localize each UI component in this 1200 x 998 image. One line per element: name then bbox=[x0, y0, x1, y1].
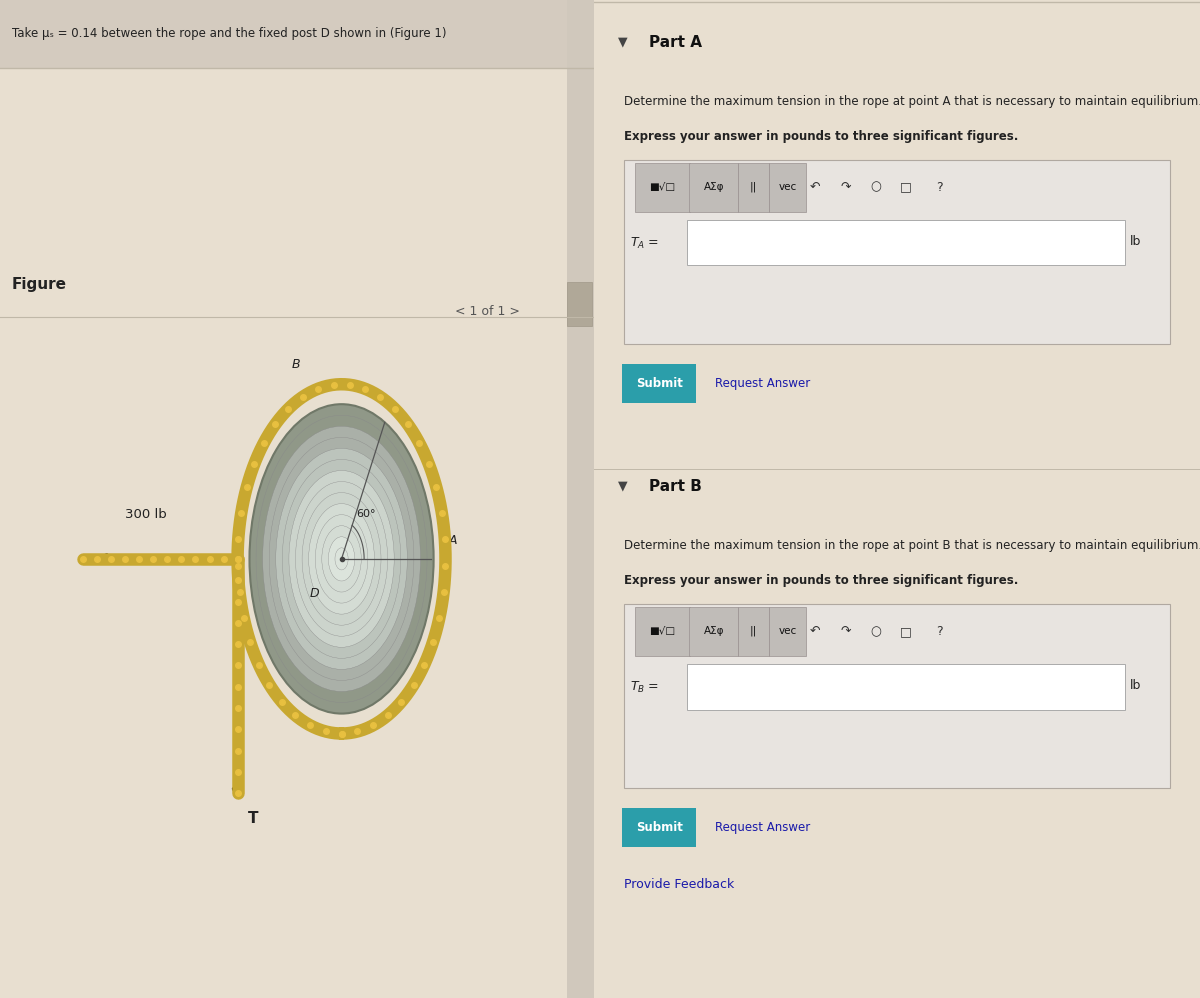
FancyBboxPatch shape bbox=[686, 664, 1126, 710]
Text: □: □ bbox=[900, 181, 912, 194]
Text: Submit: Submit bbox=[636, 376, 683, 390]
Text: Submit: Submit bbox=[636, 820, 683, 834]
Circle shape bbox=[295, 482, 388, 637]
Text: Request Answer: Request Answer bbox=[715, 820, 810, 834]
FancyBboxPatch shape bbox=[0, 0, 594, 68]
FancyBboxPatch shape bbox=[623, 808, 696, 847]
Text: T: T bbox=[248, 811, 259, 826]
Circle shape bbox=[329, 537, 355, 581]
Text: lb: lb bbox=[1130, 679, 1141, 693]
Circle shape bbox=[302, 493, 382, 625]
Text: □: □ bbox=[900, 625, 912, 638]
FancyBboxPatch shape bbox=[738, 607, 768, 656]
FancyBboxPatch shape bbox=[624, 604, 1170, 788]
Text: Part B: Part B bbox=[648, 479, 702, 494]
Circle shape bbox=[308, 504, 374, 614]
Circle shape bbox=[250, 404, 433, 714]
FancyBboxPatch shape bbox=[769, 607, 806, 656]
Text: Provide Feedback: Provide Feedback bbox=[624, 878, 734, 891]
Text: ↶: ↶ bbox=[810, 625, 821, 638]
Text: vec: vec bbox=[779, 182, 797, 193]
Text: AΣφ: AΣφ bbox=[703, 182, 724, 193]
FancyBboxPatch shape bbox=[686, 220, 1126, 265]
Text: Take μₛ = 0.14 between the rope and the fixed post D shown in (Figure 1): Take μₛ = 0.14 between the rope and the … bbox=[12, 27, 446, 41]
Circle shape bbox=[263, 426, 420, 692]
FancyBboxPatch shape bbox=[623, 364, 696, 403]
Circle shape bbox=[335, 548, 348, 570]
Text: ↷: ↷ bbox=[840, 181, 851, 194]
Text: Express your answer in pounds to three significant figures.: Express your answer in pounds to three s… bbox=[624, 574, 1019, 587]
Text: Part A: Part A bbox=[648, 35, 702, 50]
Text: vec: vec bbox=[779, 626, 797, 637]
Text: 300 lb: 300 lb bbox=[125, 508, 167, 521]
Text: D: D bbox=[310, 587, 319, 601]
Text: ||: || bbox=[750, 626, 757, 637]
Text: 60°: 60° bbox=[356, 509, 376, 519]
Text: ○: ○ bbox=[870, 181, 881, 194]
Text: ↶: ↶ bbox=[810, 181, 821, 194]
Text: $T_B$ =: $T_B$ = bbox=[630, 680, 660, 696]
Text: Request Answer: Request Answer bbox=[715, 376, 810, 390]
FancyBboxPatch shape bbox=[689, 607, 738, 656]
FancyBboxPatch shape bbox=[624, 160, 1170, 344]
Text: lb: lb bbox=[1130, 235, 1141, 249]
Circle shape bbox=[289, 470, 394, 648]
Circle shape bbox=[276, 448, 407, 670]
FancyBboxPatch shape bbox=[769, 163, 806, 212]
Text: ○: ○ bbox=[870, 625, 881, 638]
FancyBboxPatch shape bbox=[689, 163, 738, 212]
Circle shape bbox=[322, 526, 361, 592]
Text: Determine the maximum tension in the rope at point A that is necessary to mainta: Determine the maximum tension in the rop… bbox=[624, 95, 1200, 108]
Text: ▼: ▼ bbox=[618, 35, 628, 48]
Text: Determine the maximum tension in the rope at point B that is necessary to mainta: Determine the maximum tension in the rop… bbox=[624, 539, 1200, 552]
Text: < 1 of 1 >: < 1 of 1 > bbox=[455, 304, 520, 318]
Text: ■√□: ■√□ bbox=[649, 182, 676, 193]
Circle shape bbox=[256, 415, 427, 703]
Circle shape bbox=[269, 437, 414, 681]
Text: ?: ? bbox=[936, 181, 943, 194]
Text: $T_A$ =: $T_A$ = bbox=[630, 236, 660, 251]
FancyBboxPatch shape bbox=[568, 0, 594, 998]
FancyBboxPatch shape bbox=[568, 282, 593, 326]
FancyBboxPatch shape bbox=[635, 607, 690, 656]
Text: Express your answer in pounds to three significant figures.: Express your answer in pounds to three s… bbox=[624, 130, 1019, 143]
Text: ||: || bbox=[750, 182, 757, 193]
Text: ?: ? bbox=[936, 625, 943, 638]
FancyBboxPatch shape bbox=[738, 163, 768, 212]
Text: AΣφ: AΣφ bbox=[703, 626, 724, 637]
Text: B: B bbox=[292, 358, 301, 371]
Text: A: A bbox=[449, 534, 457, 548]
Text: Figure: Figure bbox=[12, 276, 67, 292]
Text: ■√□: ■√□ bbox=[649, 626, 676, 637]
Text: ▼: ▼ bbox=[618, 479, 628, 492]
Text: ↷: ↷ bbox=[840, 625, 851, 638]
Circle shape bbox=[316, 515, 368, 603]
FancyBboxPatch shape bbox=[635, 163, 690, 212]
Circle shape bbox=[282, 459, 401, 659]
